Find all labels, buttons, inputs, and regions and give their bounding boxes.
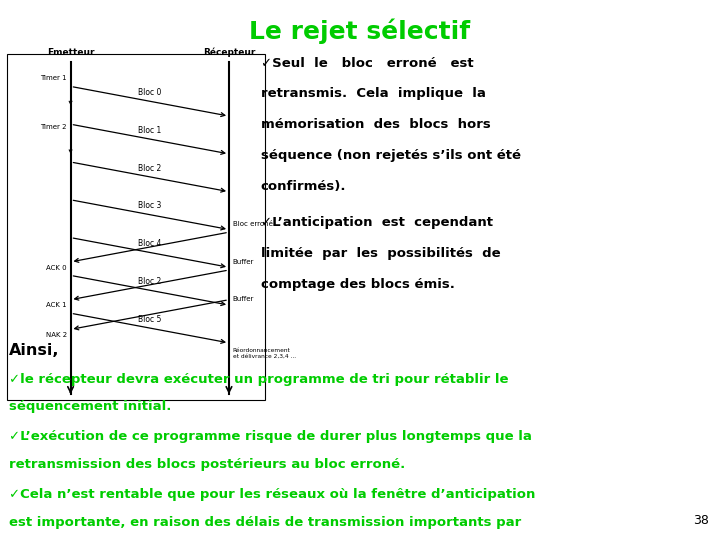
Text: Ainsi,: Ainsi, [9, 343, 59, 358]
Text: Bloc 1: Bloc 1 [138, 126, 161, 135]
Text: confirmés).: confirmés). [261, 180, 346, 193]
Text: Bloc 3: Bloc 3 [138, 201, 161, 211]
Text: Timer 2: Timer 2 [40, 124, 67, 130]
Text: séquencement initial.: séquencement initial. [9, 400, 171, 413]
Text: ✓le récepteur devra exécuter un programme de tri pour rétablir le: ✓le récepteur devra exécuter un programm… [9, 373, 508, 386]
Text: ✓L’exécution de ce programme risque de durer plus longtemps que la: ✓L’exécution de ce programme risque de d… [9, 430, 531, 443]
Text: Bloc 4: Bloc 4 [138, 239, 161, 248]
Text: comptage des blocs émis.: comptage des blocs émis. [261, 278, 454, 291]
Text: Bloc 5: Bloc 5 [138, 315, 161, 324]
Text: ✓Seul  le   bloc   erroné   est: ✓Seul le bloc erroné est [261, 57, 473, 70]
Text: ACK 0: ACK 0 [46, 265, 67, 271]
Text: Bloc 2: Bloc 2 [138, 164, 161, 173]
Text: mémorisation  des  blocs  hors: mémorisation des blocs hors [261, 118, 490, 131]
Text: Emetteur: Emetteur [47, 48, 94, 57]
Text: retransmission des blocs postérieurs au bloc erroné.: retransmission des blocs postérieurs au … [9, 458, 405, 471]
Text: 38: 38 [693, 514, 709, 526]
Text: Réordonnancement
et délivrance 2,3,4 ...: Réordonnancement et délivrance 2,3,4 ... [233, 348, 296, 359]
Text: séquence (non rejetés s’ils ont été: séquence (non rejetés s’ils ont été [261, 149, 521, 162]
Text: Bloc 0: Bloc 0 [138, 88, 161, 97]
Text: ✓Cela n’est rentable que pour les réseaux où la fenêtre d’anticipation: ✓Cela n’est rentable que pour les réseau… [9, 488, 535, 501]
Text: Bloc 2: Bloc 2 [138, 277, 161, 286]
Text: retransmis.  Cela  implique  la: retransmis. Cela implique la [261, 87, 485, 100]
Text: Buffer: Buffer [233, 296, 254, 302]
Text: Le rejet sélectif: Le rejet sélectif [249, 19, 471, 44]
Text: Timer 1: Timer 1 [40, 75, 67, 82]
Text: NAK 2: NAK 2 [46, 332, 67, 338]
Text: ✓L’anticipation  est  cependant: ✓L’anticipation est cependant [261, 216, 492, 229]
Text: Récepteur: Récepteur [203, 47, 255, 57]
Text: Bloc erroné: Bloc erroné [233, 221, 272, 227]
Text: Buffer: Buffer [233, 259, 254, 265]
Text: est importante, en raison des délais de transmission importants par: est importante, en raison des délais de … [9, 516, 521, 529]
Text: limitée  par  les  possibilités  de: limitée par les possibilités de [261, 247, 500, 260]
Text: ACK 1: ACK 1 [46, 302, 67, 308]
